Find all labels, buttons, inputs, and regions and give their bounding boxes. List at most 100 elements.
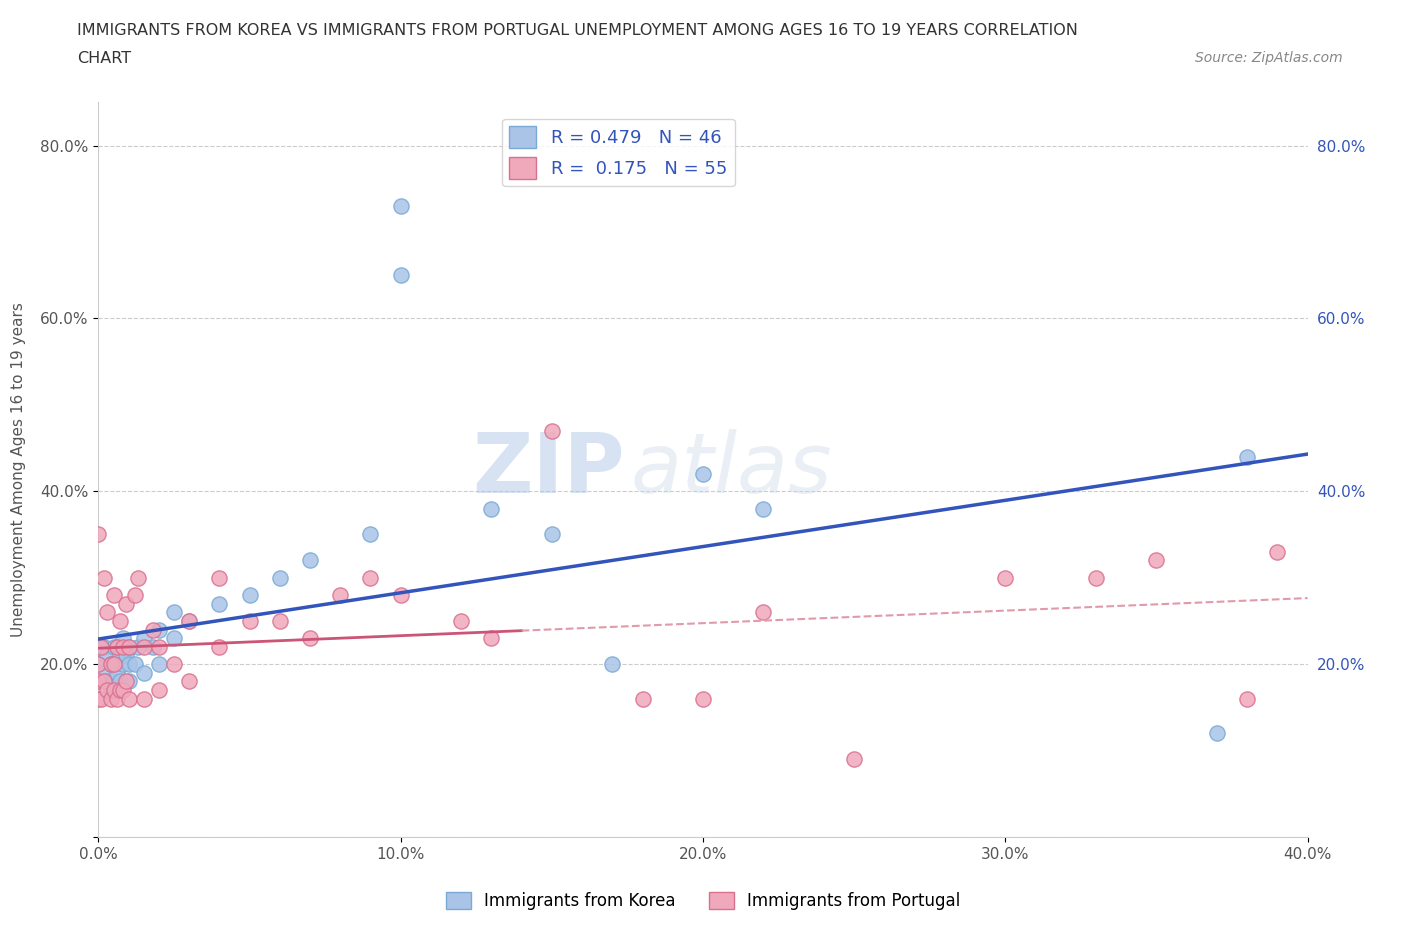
Point: [93, 640, 115, 655]
Point: [96, 604, 118, 619]
Point: [142, 640, 165, 655]
Point: [179, 614, 201, 629]
Point: [752, 604, 775, 619]
Point: [100, 683, 122, 698]
Point: [105, 665, 128, 680]
Point: [148, 622, 170, 637]
Point: [100, 657, 122, 671]
Point: [114, 674, 136, 689]
Point: [389, 268, 412, 283]
Point: [389, 199, 412, 214]
Point: [87, 657, 110, 671]
Point: [105, 691, 128, 706]
Point: [118, 640, 141, 655]
Point: [105, 640, 128, 655]
Point: [163, 631, 186, 645]
Point: [540, 527, 562, 542]
Point: [994, 570, 1017, 585]
Point: [132, 691, 155, 706]
Point: [360, 570, 382, 585]
Point: [602, 657, 624, 671]
Point: [103, 588, 125, 603]
Point: [208, 570, 231, 585]
Legend: R = 0.479   N = 46, R =  0.175   N = 55: R = 0.479 N = 46, R = 0.175 N = 55: [502, 119, 734, 186]
Point: [299, 553, 322, 568]
Point: [1144, 553, 1167, 568]
Point: [1267, 544, 1289, 559]
Point: [148, 683, 170, 698]
Point: [127, 570, 149, 585]
Point: [179, 614, 201, 629]
Point: [752, 501, 775, 516]
Point: [179, 674, 201, 689]
Point: [96, 674, 118, 689]
Point: [93, 674, 115, 689]
Point: [100, 691, 122, 706]
Point: [631, 691, 654, 706]
Text: ZIP: ZIP: [472, 429, 624, 511]
Point: [148, 640, 170, 655]
Point: [1085, 570, 1108, 585]
Point: [299, 631, 322, 645]
Point: [108, 683, 131, 698]
Point: [103, 674, 125, 689]
Point: [239, 614, 262, 629]
Text: atlas: atlas: [630, 429, 832, 511]
Point: [87, 691, 110, 706]
Point: [96, 648, 118, 663]
Text: Source: ZipAtlas.com: Source: ZipAtlas.com: [1195, 51, 1343, 65]
Point: [1236, 691, 1258, 706]
Point: [118, 640, 141, 655]
Point: [100, 657, 122, 671]
Point: [481, 631, 503, 645]
Point: [114, 596, 136, 611]
Point: [844, 751, 866, 766]
Point: [124, 657, 146, 671]
Point: [87, 640, 110, 655]
Point: [124, 588, 146, 603]
Point: [540, 423, 562, 438]
Point: [239, 588, 262, 603]
Point: [114, 648, 136, 663]
Point: [481, 501, 503, 516]
Point: [105, 640, 128, 655]
Point: [132, 640, 155, 655]
Point: [96, 683, 118, 698]
Point: [87, 527, 110, 542]
Point: [111, 657, 134, 671]
Point: [93, 665, 115, 680]
Point: [103, 657, 125, 671]
Point: [127, 640, 149, 655]
Point: [103, 640, 125, 655]
Point: [269, 570, 291, 585]
Point: [108, 648, 131, 663]
Point: [111, 640, 134, 655]
Point: [163, 604, 186, 619]
Point: [208, 596, 231, 611]
Point: [389, 588, 412, 603]
Point: [208, 640, 231, 655]
Point: [111, 631, 134, 645]
Point: [148, 657, 170, 671]
Point: [103, 657, 125, 671]
Point: [87, 674, 110, 689]
Text: CHART: CHART: [77, 51, 131, 66]
Point: [132, 665, 155, 680]
Point: [87, 657, 110, 671]
Point: [118, 674, 141, 689]
Point: [692, 691, 714, 706]
Point: [142, 622, 165, 637]
Point: [108, 674, 131, 689]
Point: [1236, 449, 1258, 464]
Point: [90, 640, 112, 655]
Point: [1206, 725, 1229, 740]
Y-axis label: Unemployment Among Ages 16 to 19 years: Unemployment Among Ages 16 to 19 years: [11, 302, 27, 637]
Point: [163, 657, 186, 671]
Point: [103, 683, 125, 698]
Point: [118, 691, 141, 706]
Point: [111, 683, 134, 698]
Point: [450, 614, 472, 629]
Point: [87, 674, 110, 689]
Point: [90, 691, 112, 706]
Point: [692, 467, 714, 482]
